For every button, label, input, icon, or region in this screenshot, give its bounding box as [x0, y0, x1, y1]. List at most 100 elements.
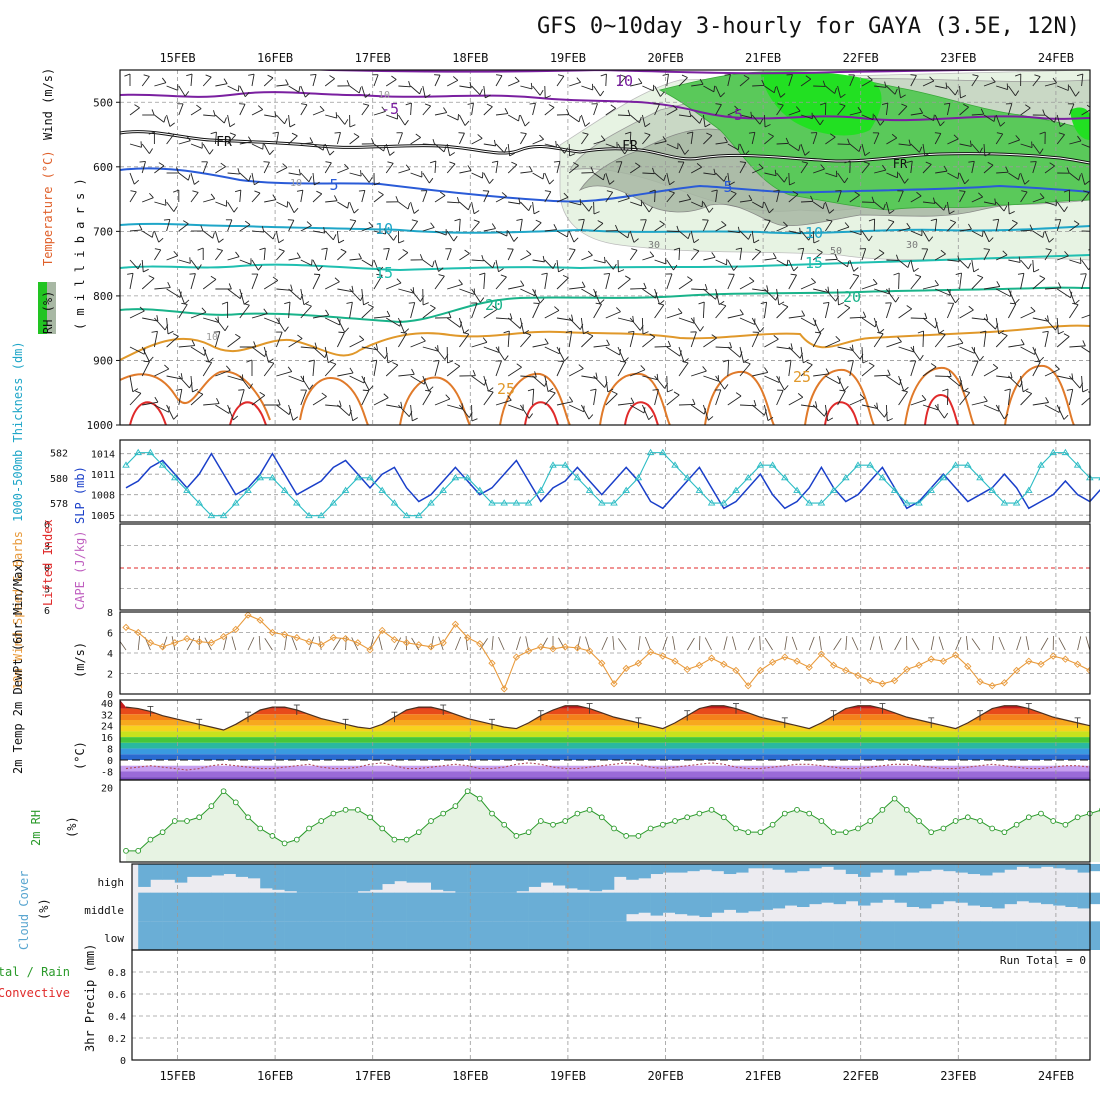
wind-barb — [996, 85, 1008, 90]
temp-series — [120, 700, 1090, 771]
cloud-bar — [431, 892, 444, 922]
ylabel-wind10m: 10m Wind Speed & Barbs — [11, 531, 25, 690]
thickness-point — [988, 486, 996, 493]
wind-barb — [361, 190, 366, 203]
wind-barb — [910, 399, 927, 406]
rh2m-point — [916, 818, 922, 824]
rh2m-point — [1074, 814, 1081, 821]
wind-barb-feather — [587, 332, 594, 337]
wind-barb-feather — [124, 73, 131, 77]
wind-barb — [825, 172, 837, 178]
cloud-bar — [296, 921, 310, 950]
cloud-bar — [150, 892, 163, 922]
wind-barb-feather — [693, 248, 700, 252]
wind-barb — [361, 85, 366, 98]
wind-barb — [580, 114, 586, 127]
wind-barb — [446, 317, 461, 328]
wind-barb — [666, 143, 678, 150]
wind10m-tick-label: 2 — [107, 670, 113, 681]
rh2m-point — [989, 825, 996, 832]
wind-barb — [666, 273, 673, 290]
wind-barb-feather — [303, 301, 310, 306]
wind-barb-feather — [822, 301, 830, 304]
wind-barb-feather — [819, 119, 824, 126]
wind-barb — [678, 403, 696, 406]
wind-barb — [239, 104, 246, 116]
wind10m-barb — [525, 636, 529, 651]
wind-barb — [202, 76, 212, 87]
thickness-point — [573, 473, 582, 481]
wind-barb-feather — [953, 134, 959, 140]
wind-barb — [690, 132, 694, 145]
wind-barb-feather — [148, 275, 155, 279]
wind10m-point — [976, 678, 984, 686]
wind-barb — [666, 312, 683, 319]
wind-barb — [239, 190, 242, 203]
wind-barb — [629, 331, 635, 348]
wind-barb-feather — [1095, 350, 1096, 356]
wind-barb — [361, 259, 373, 267]
wind-barb — [568, 368, 584, 377]
wind-barb — [398, 201, 409, 210]
wind10m-barb — [672, 636, 676, 651]
wind-barb — [654, 103, 660, 116]
wind-barb-feather — [599, 90, 605, 97]
wind-barb — [776, 142, 789, 145]
wind-barb — [898, 272, 900, 290]
wind-barb — [532, 201, 535, 214]
wind-barb — [458, 317, 465, 334]
wind-barb — [434, 160, 437, 174]
rh2m-point — [415, 829, 422, 836]
wind-barb — [141, 143, 150, 154]
cloud-bar — [687, 892, 700, 916]
cloud-bar — [1028, 864, 1042, 869]
wind-barb-feather — [578, 364, 584, 369]
wind-barb — [715, 389, 722, 406]
wind-barb-feather — [822, 80, 826, 87]
wind-barb — [1094, 77, 1100, 86]
wind-barb — [190, 393, 204, 406]
cloud-bar — [626, 921, 639, 950]
isotherm-labels: 10 -5 -5 FR FR FR 5 5 10 10 15 15 20 20 … — [206, 72, 918, 398]
wind-barb — [593, 139, 606, 145]
wind-barb — [422, 190, 428, 203]
wind-barb-feather — [378, 191, 384, 195]
wind-barb-feather — [593, 211, 600, 215]
wind-barb-feather — [523, 329, 529, 335]
wind-barb-feather — [154, 396, 159, 403]
wind-barb-feather — [298, 169, 301, 176]
wind-barb — [154, 114, 165, 123]
rh2m-point — [1013, 821, 1020, 828]
wind10m-point — [512, 653, 521, 661]
wind-barb-feather — [782, 221, 788, 227]
wind-barb-feather — [1066, 388, 1073, 391]
wind-barb-feather — [816, 249, 823, 253]
wind-barb — [849, 360, 854, 377]
wind-barb-feather — [368, 177, 373, 183]
wind-barb-feather — [445, 394, 451, 400]
wind-barb-feather — [673, 247, 680, 251]
cloud-grid — [177, 864, 1057, 950]
wind-barb-feather — [632, 315, 634, 322]
rh2m-point — [659, 821, 666, 828]
wind10m-point — [988, 682, 996, 690]
wind-barb — [666, 172, 670, 185]
cloud-bar — [980, 921, 993, 950]
wind-barb — [251, 172, 255, 185]
wind-barb-feather — [780, 93, 786, 98]
wind-barb — [190, 143, 203, 149]
cloud-bar — [333, 921, 346, 950]
temp-band — [120, 765, 1090, 772]
wind-barb — [898, 391, 908, 406]
wind-barb-feather — [224, 325, 229, 332]
wind-barb — [764, 172, 777, 177]
wind10m-barb — [558, 637, 566, 651]
cloud-bar — [540, 921, 554, 950]
wind-barb-feather — [267, 74, 274, 79]
rh-bright-region — [760, 71, 1090, 140]
wind-barb-feather — [1033, 269, 1040, 273]
thickness-point — [695, 486, 704, 493]
wind-barb — [861, 143, 866, 156]
wind-barb — [1069, 304, 1079, 319]
